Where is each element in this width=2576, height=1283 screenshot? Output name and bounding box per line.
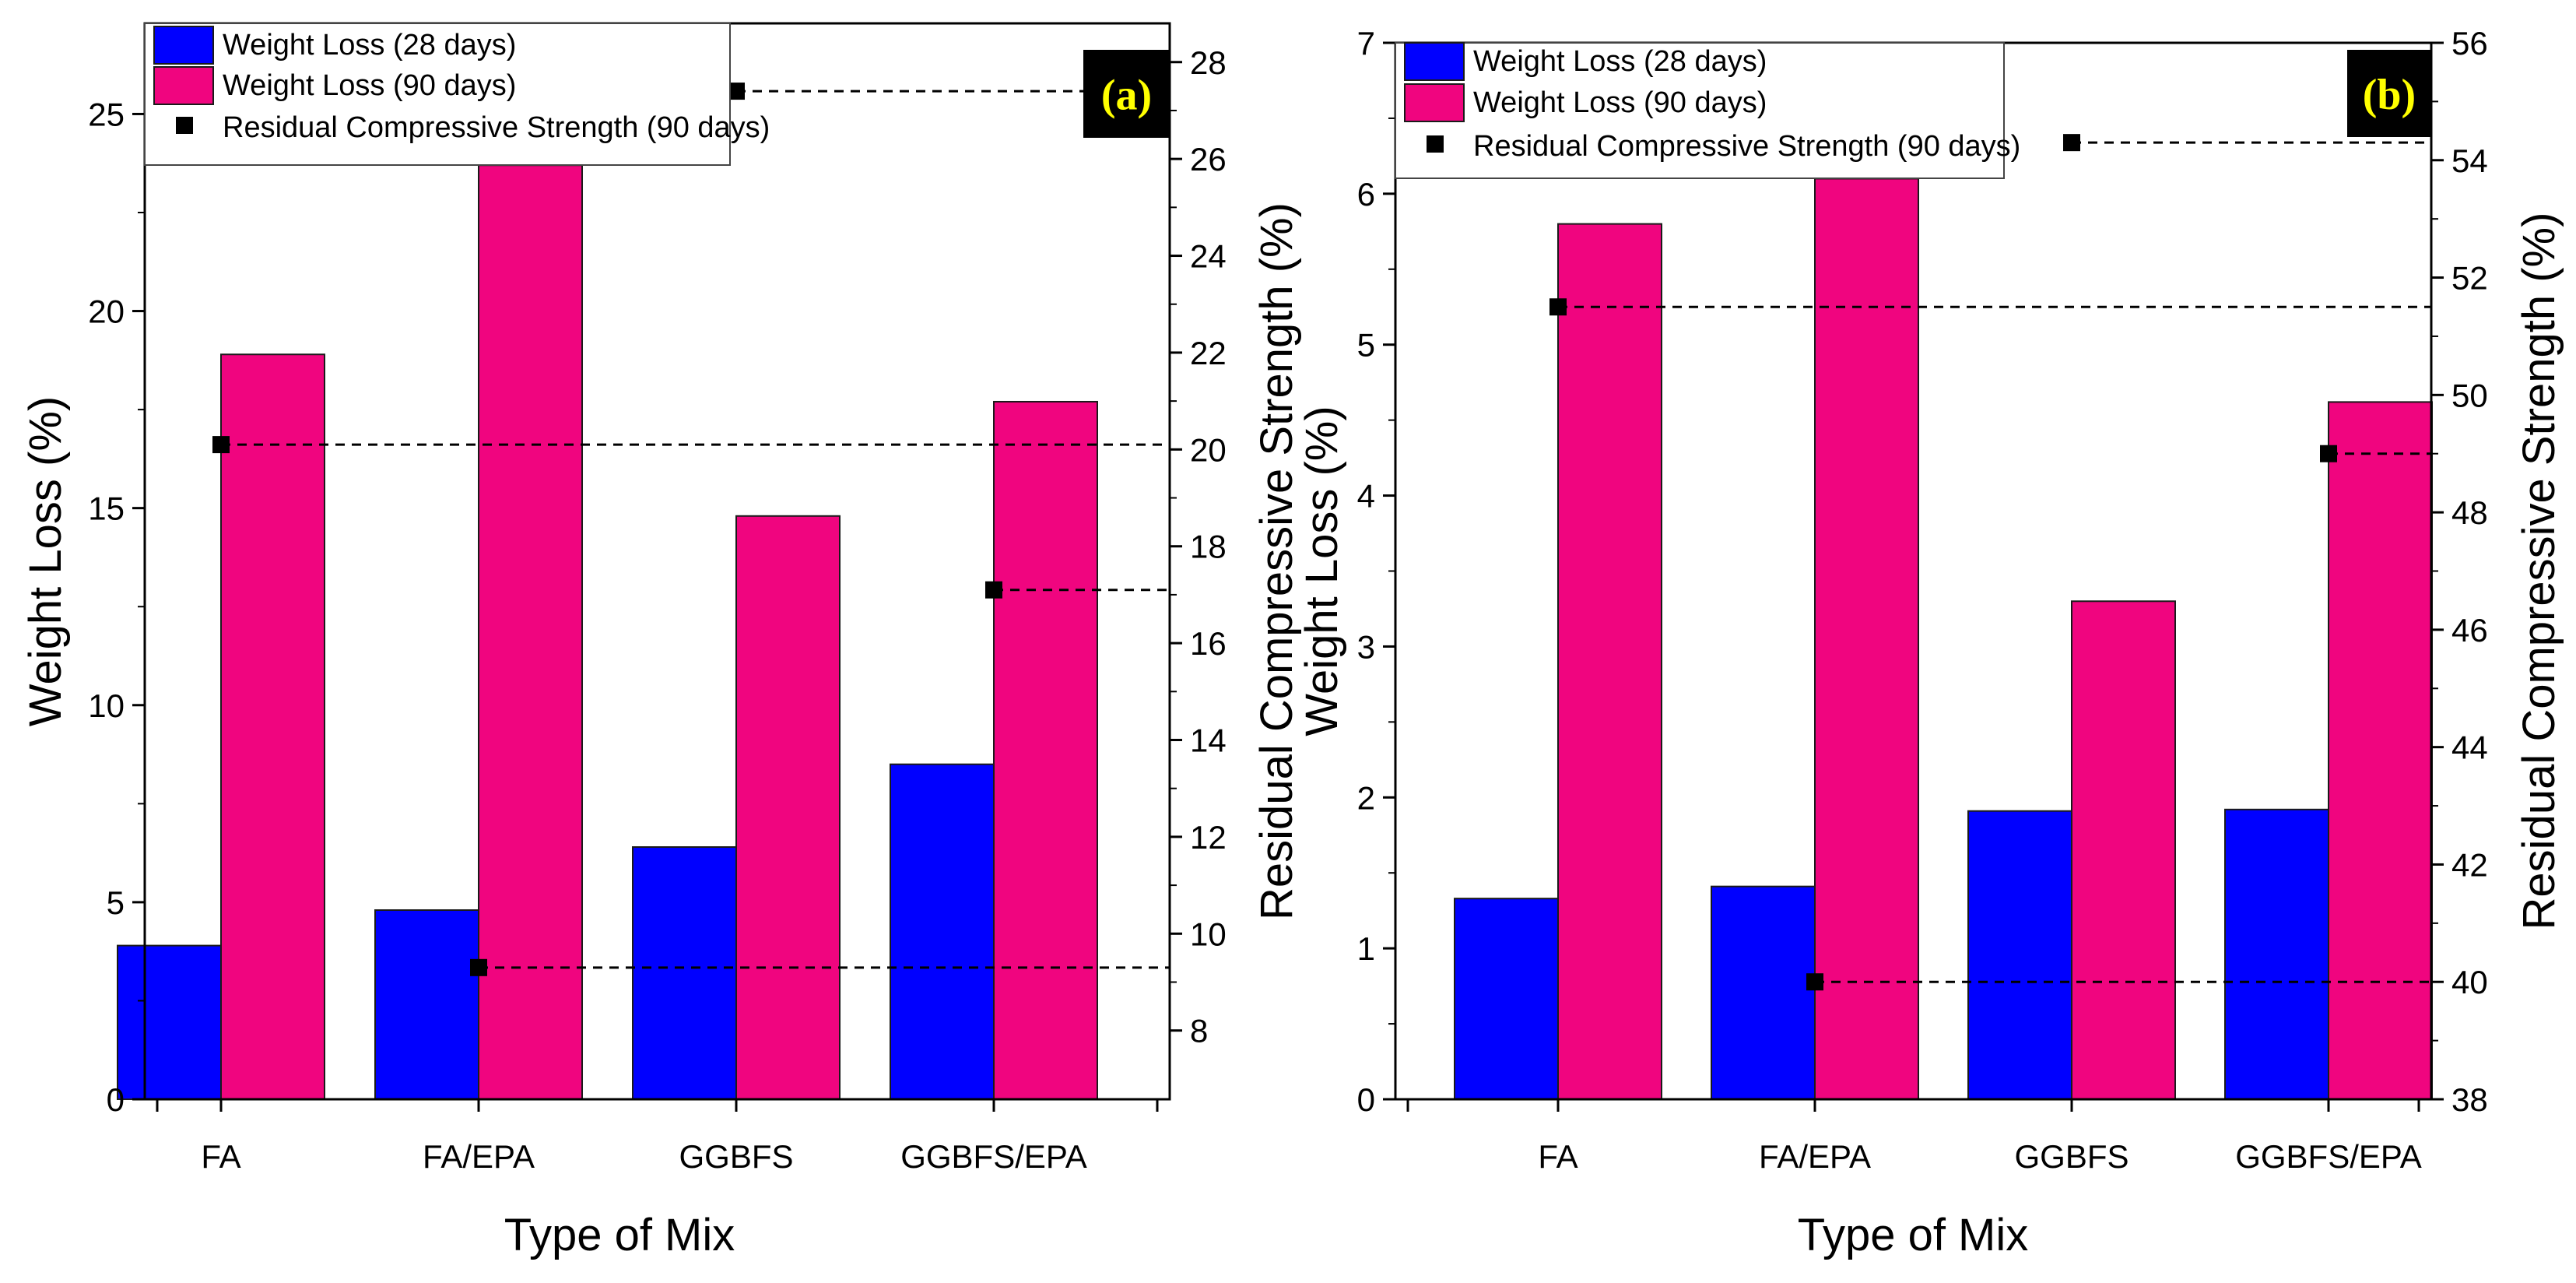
legend-label-1: Weight Loss (90 days) xyxy=(1473,86,1767,119)
y-tick-label: 6 xyxy=(1357,176,1375,213)
rcs-point-0 xyxy=(212,436,230,454)
rcs-point-0 xyxy=(1549,298,1567,316)
panel-label: (a) xyxy=(1101,72,1152,120)
legend-label-2: Residual Compressive Strength (90 days) xyxy=(1473,130,2020,163)
y2-tick-label: 22 xyxy=(1190,335,1227,371)
rcs-point-1 xyxy=(1806,973,1823,991)
legend-label-2: Residual Compressive Strength (90 days) xyxy=(223,111,770,144)
bar-wl90-1 xyxy=(478,164,583,1101)
bar-wl28-3 xyxy=(890,763,995,1100)
bar-wl28-2 xyxy=(632,846,737,1100)
rcs-point-2 xyxy=(2063,134,2080,152)
y-axis-title: Weight Loss (%) xyxy=(1297,406,1347,736)
bar-wl28-3 xyxy=(2224,808,2329,1101)
x-category-label-2: GGBFS xyxy=(2014,1138,2129,1175)
y2-tick-label: 26 xyxy=(1190,141,1227,178)
y-tick-label: 2 xyxy=(1357,779,1375,816)
bar-wl90-0 xyxy=(220,353,325,1100)
rcs-point-2 xyxy=(728,83,745,100)
y2-tick-label: 16 xyxy=(1190,625,1227,662)
bar-wl28-0 xyxy=(117,944,222,1100)
bar-wl90-2 xyxy=(735,515,841,1100)
y2-tick-label: 46 xyxy=(2451,612,2488,649)
rcs-point-3 xyxy=(2320,445,2337,462)
bar-wl90-2 xyxy=(2071,600,2176,1100)
legend: Weight Loss (28 days) Weight Loss (90 day… xyxy=(1395,42,2020,179)
legend-swatch-0 xyxy=(1404,42,1465,81)
y2-tick-label: 54 xyxy=(2451,142,2488,179)
y2-tick-label: 8 xyxy=(1190,1013,1208,1049)
y-tick-label: 5 xyxy=(1357,327,1375,364)
y2-tick-label: 24 xyxy=(1190,238,1227,275)
bar-wl90-3 xyxy=(993,400,1098,1100)
chart-panel-a: 0 5 10 15 20 25 8 10 12 14 16 18 20 22 24 26 28 FA FA/EPA G… xyxy=(20,22,1302,1260)
y2-tick-label: 56 xyxy=(2451,25,2488,62)
y-tick-label: 15 xyxy=(88,490,125,527)
x-category-label-0: FA xyxy=(1538,1138,1578,1175)
x-category-label-1: FA/EPA xyxy=(423,1138,535,1175)
y-tick-label: 1 xyxy=(1357,930,1375,967)
y2-tick-label: 42 xyxy=(2451,846,2488,883)
legend-label-0: Weight Loss (28 days) xyxy=(1473,45,1767,78)
x-axis-title: Type of Mix xyxy=(504,1210,735,1260)
legend-swatch-0 xyxy=(153,26,214,65)
legend: Weight Loss (28 days) Weight Loss (90 day… xyxy=(144,23,770,166)
y2-tick-label: 44 xyxy=(2451,729,2488,766)
y2-tick-label: 12 xyxy=(1190,819,1227,856)
y-tick-label: 25 xyxy=(88,96,125,132)
bar-wl28-1 xyxy=(1711,885,1816,1100)
x-axis-title: Type of Mix xyxy=(1798,1210,2029,1260)
x-category-label-3: GGBFS/EPA xyxy=(2235,1138,2422,1175)
legend-swatch-2 xyxy=(176,117,193,134)
y-tick-label: 10 xyxy=(88,687,125,724)
y2-tick-label: 14 xyxy=(1190,722,1227,759)
legend-label-1: Weight Loss (90 days) xyxy=(223,69,516,102)
y-tick-label: 7 xyxy=(1357,25,1375,62)
rcs-point-1 xyxy=(470,958,487,976)
legend-swatch-2 xyxy=(1427,135,1444,153)
x-category-label-1: FA/EPA xyxy=(1759,1138,1871,1175)
bar-wl90-1 xyxy=(1814,178,1919,1100)
y-tick-label: 3 xyxy=(1357,628,1375,665)
legend-swatch-1 xyxy=(1404,83,1465,122)
y2-axis-title: Residual Compressive Strength (%) xyxy=(1251,202,1302,920)
panel-label-box xyxy=(2347,50,2431,137)
y2-tick-label: 40 xyxy=(2451,964,2488,1000)
y2-tick-label: 48 xyxy=(2451,494,2488,531)
y-tick-label: 0 xyxy=(1357,1081,1375,1118)
bar-wl90-3 xyxy=(2328,401,2433,1100)
y2-axis-title: Residual Compressive Strength (%) xyxy=(2514,213,2564,930)
y2-tick-label: 28 xyxy=(1190,44,1227,81)
legend-box xyxy=(1395,42,2005,179)
y-tick-label: 5 xyxy=(107,884,125,921)
y2-tick-label: 20 xyxy=(1190,431,1227,468)
x-category-label-3: GGBFS/EPA xyxy=(900,1138,1087,1175)
y2-tick-label: 10 xyxy=(1190,916,1227,952)
y-axis-title: Weight Loss (%) xyxy=(20,396,71,726)
y2-tick-label: 50 xyxy=(2451,377,2488,413)
x-category-label-2: GGBFS xyxy=(679,1138,793,1175)
legend-label-0: Weight Loss (28 days) xyxy=(223,29,516,62)
y2-tick-label: 18 xyxy=(1190,529,1227,565)
y-tick-label: 4 xyxy=(1357,478,1375,515)
legend-swatch-1 xyxy=(153,66,214,105)
y2-tick-label: 52 xyxy=(2451,260,2488,297)
bar-wl28-2 xyxy=(1967,810,2072,1101)
panel-label-box xyxy=(1083,50,1170,138)
bar-wl28-0 xyxy=(1454,898,1559,1101)
y-tick-label: 20 xyxy=(88,294,125,330)
y-tick-label: 0 xyxy=(107,1081,125,1118)
panel-label: (b) xyxy=(2363,71,2416,119)
y2-tick-label: 38 xyxy=(2451,1081,2488,1118)
x-category-label-0: FA xyxy=(201,1138,240,1175)
legend-box xyxy=(144,23,731,166)
bar-wl28-1 xyxy=(374,909,479,1100)
bar-wl90-0 xyxy=(1557,223,1662,1101)
rcs-point-3 xyxy=(985,581,1002,599)
